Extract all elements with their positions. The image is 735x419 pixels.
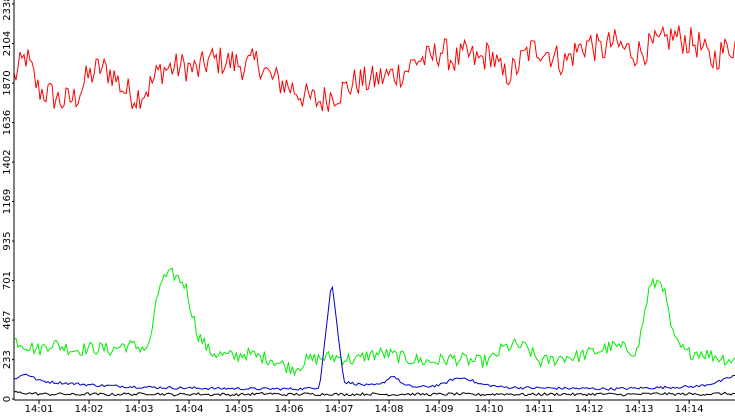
x-axis-ticks: 14:01 14:02 14:03 14:04 14:05 14:06 14:07 14:08… <box>25 400 704 415</box>
x-tick-label: 14:08 <box>375 404 404 415</box>
x-tick-label: 14:01 <box>25 404 54 415</box>
y-tick-label: 233 <box>2 350 13 369</box>
y-tick-label: 2104 <box>2 31 13 56</box>
series-line-2 <box>13 267 735 377</box>
x-tick-label: 14:11 <box>525 404 554 415</box>
y-tick-label: 1636 <box>2 110 13 135</box>
x-tick-label: 14:05 <box>225 404 254 415</box>
series-line-1 <box>13 25 735 112</box>
y-tick-label: 467 <box>2 311 13 330</box>
x-tick-label: 14:10 <box>475 404 504 415</box>
axis-layer <box>13 0 735 401</box>
x-tick-label: 14:13 <box>625 404 654 415</box>
series-line-4 <box>13 390 735 397</box>
y-tick-label: 701 <box>2 271 13 290</box>
y-tick-label: 935 <box>2 231 13 250</box>
x-tick-label: 14:04 <box>175 404 204 415</box>
x-tick-label: 14:14 <box>675 404 704 415</box>
series-layer <box>13 25 735 397</box>
y-tick-label: 1402 <box>2 149 13 174</box>
y-tick-label: 0 <box>2 396 13 402</box>
x-tick-label: 14:02 <box>75 404 104 415</box>
y-tick-label: 2338 <box>2 0 13 21</box>
y-axis-ticks: 0 233 467 701 935 1169 1402 1636 1870 2104 2338 <box>2 0 14 402</box>
x-tick-label: 14:06 <box>275 404 304 415</box>
x-tick-label: 14:12 <box>575 404 604 415</box>
series-line-3 <box>13 285 735 391</box>
x-tick-label: 14:03 <box>125 404 154 415</box>
x-tick-label: 14:09 <box>425 404 454 415</box>
y-tick-label: 1169 <box>2 189 13 214</box>
y-tick-label: 1870 <box>2 70 13 95</box>
x-tick-label: 14:07 <box>325 404 354 415</box>
